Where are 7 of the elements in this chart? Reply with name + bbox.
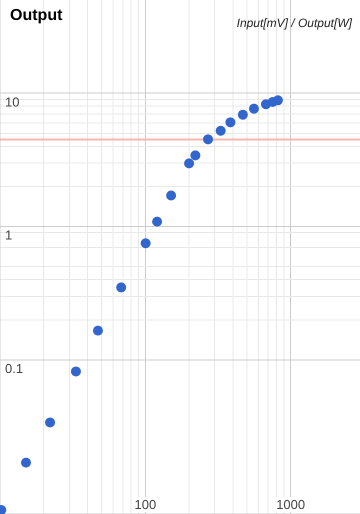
y-tick-label: 10 [5, 94, 20, 110]
chart-title: Output [10, 7, 62, 25]
y-tick-label: 0.1 [5, 361, 24, 376]
x-tick-label: 100 [134, 497, 156, 512]
y-tick-label: 1 [5, 228, 12, 243]
text: Input[mV] / Output[W] [236, 16, 352, 30]
x-tick-label: 1000 [276, 497, 306, 512]
